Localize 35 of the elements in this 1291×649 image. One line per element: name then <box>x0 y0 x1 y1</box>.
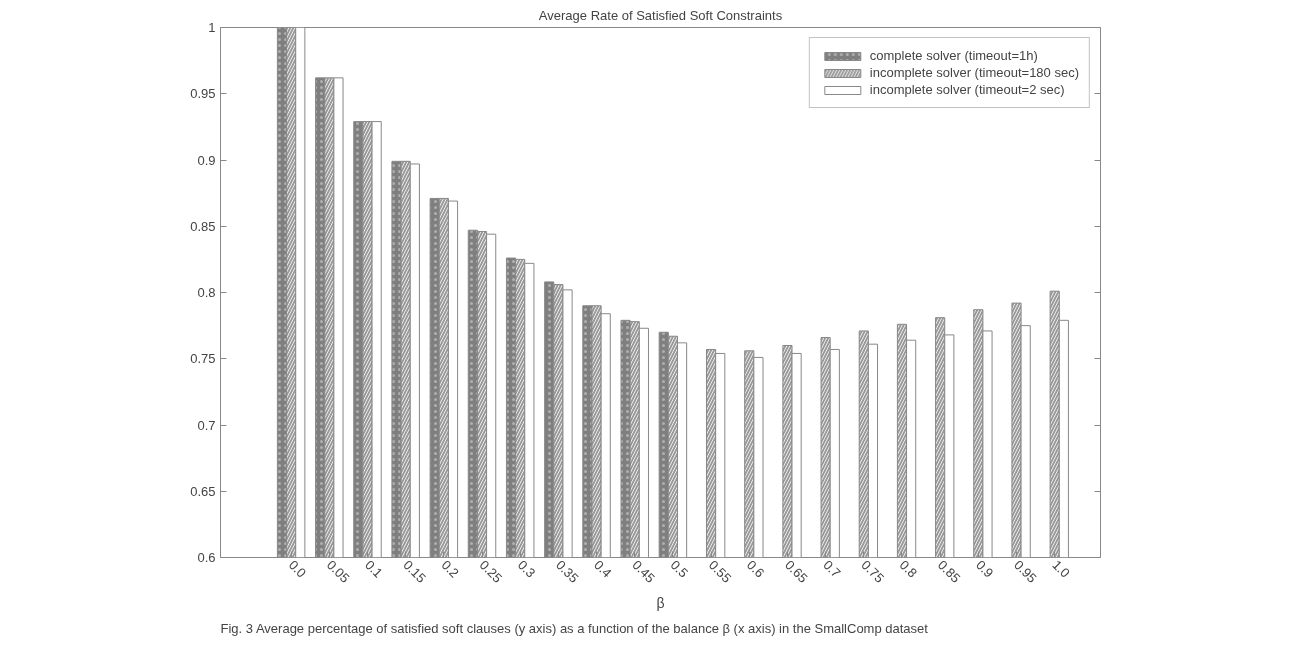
x-tick-label: 0.05 <box>324 557 353 586</box>
x-tick-label: 0.6 <box>743 557 768 581</box>
x-tick-label: 0.15 <box>400 557 429 586</box>
legend-label: incomplete solver (timeout=180 sec) <box>869 65 1079 80</box>
y-tick-label: 0.9 <box>197 152 216 168</box>
x-tick-label: 0.7 <box>820 557 844 581</box>
y-tick-label: 0.85 <box>190 218 216 234</box>
x-tick-label: 0.75 <box>858 557 887 586</box>
y-tick-label: 1 <box>208 20 216 35</box>
x-tick-label: 0.85 <box>934 557 964 586</box>
x-tick-label: 0.2 <box>438 557 462 581</box>
x-tick-label: 1.0 <box>1049 557 1073 581</box>
y-tick-label: 0.8 <box>197 285 216 300</box>
x-tick-label: 0.4 <box>591 557 615 581</box>
legend-label: complete solver (timeout=1h) <box>869 48 1038 63</box>
x-tick-label: 0.3 <box>514 557 539 581</box>
x-tick-label: 0.45 <box>629 557 658 586</box>
x-tick-label: 0.9 <box>973 557 997 581</box>
chart-title: Average Rate of Satisfied Soft Constraints <box>538 7 783 23</box>
x-tick-label: 0.95 <box>1011 557 1040 586</box>
x-tick-label: 0.1 <box>362 557 386 581</box>
x-tick-label: 0.35 <box>553 557 582 586</box>
y-tick-label: 0.75 <box>190 351 216 367</box>
x-axis-title: β <box>656 594 665 611</box>
x-tick-label: 0.8 <box>896 557 921 581</box>
legend-label: incomplete solver (timeout=2 sec) <box>869 82 1065 97</box>
x-tick-label: 0.5 <box>667 557 691 581</box>
y-tick-label: 0.7 <box>197 417 216 433</box>
x-tick-label: 0.65 <box>782 557 811 586</box>
x-tick-label: 0.0 <box>285 557 310 581</box>
y-tick-label: 0.65 <box>190 483 216 499</box>
x-tick-label: 0.25 <box>476 557 506 586</box>
caption: Fig. 3 Average percentage of satisfied soft clauses (y axis) as a function of the balance β (x axis) in the SmallComp dataset <box>220 620 929 636</box>
y-tick-label: 0.95 <box>190 86 216 102</box>
x-tick-label: 0.55 <box>705 557 735 586</box>
